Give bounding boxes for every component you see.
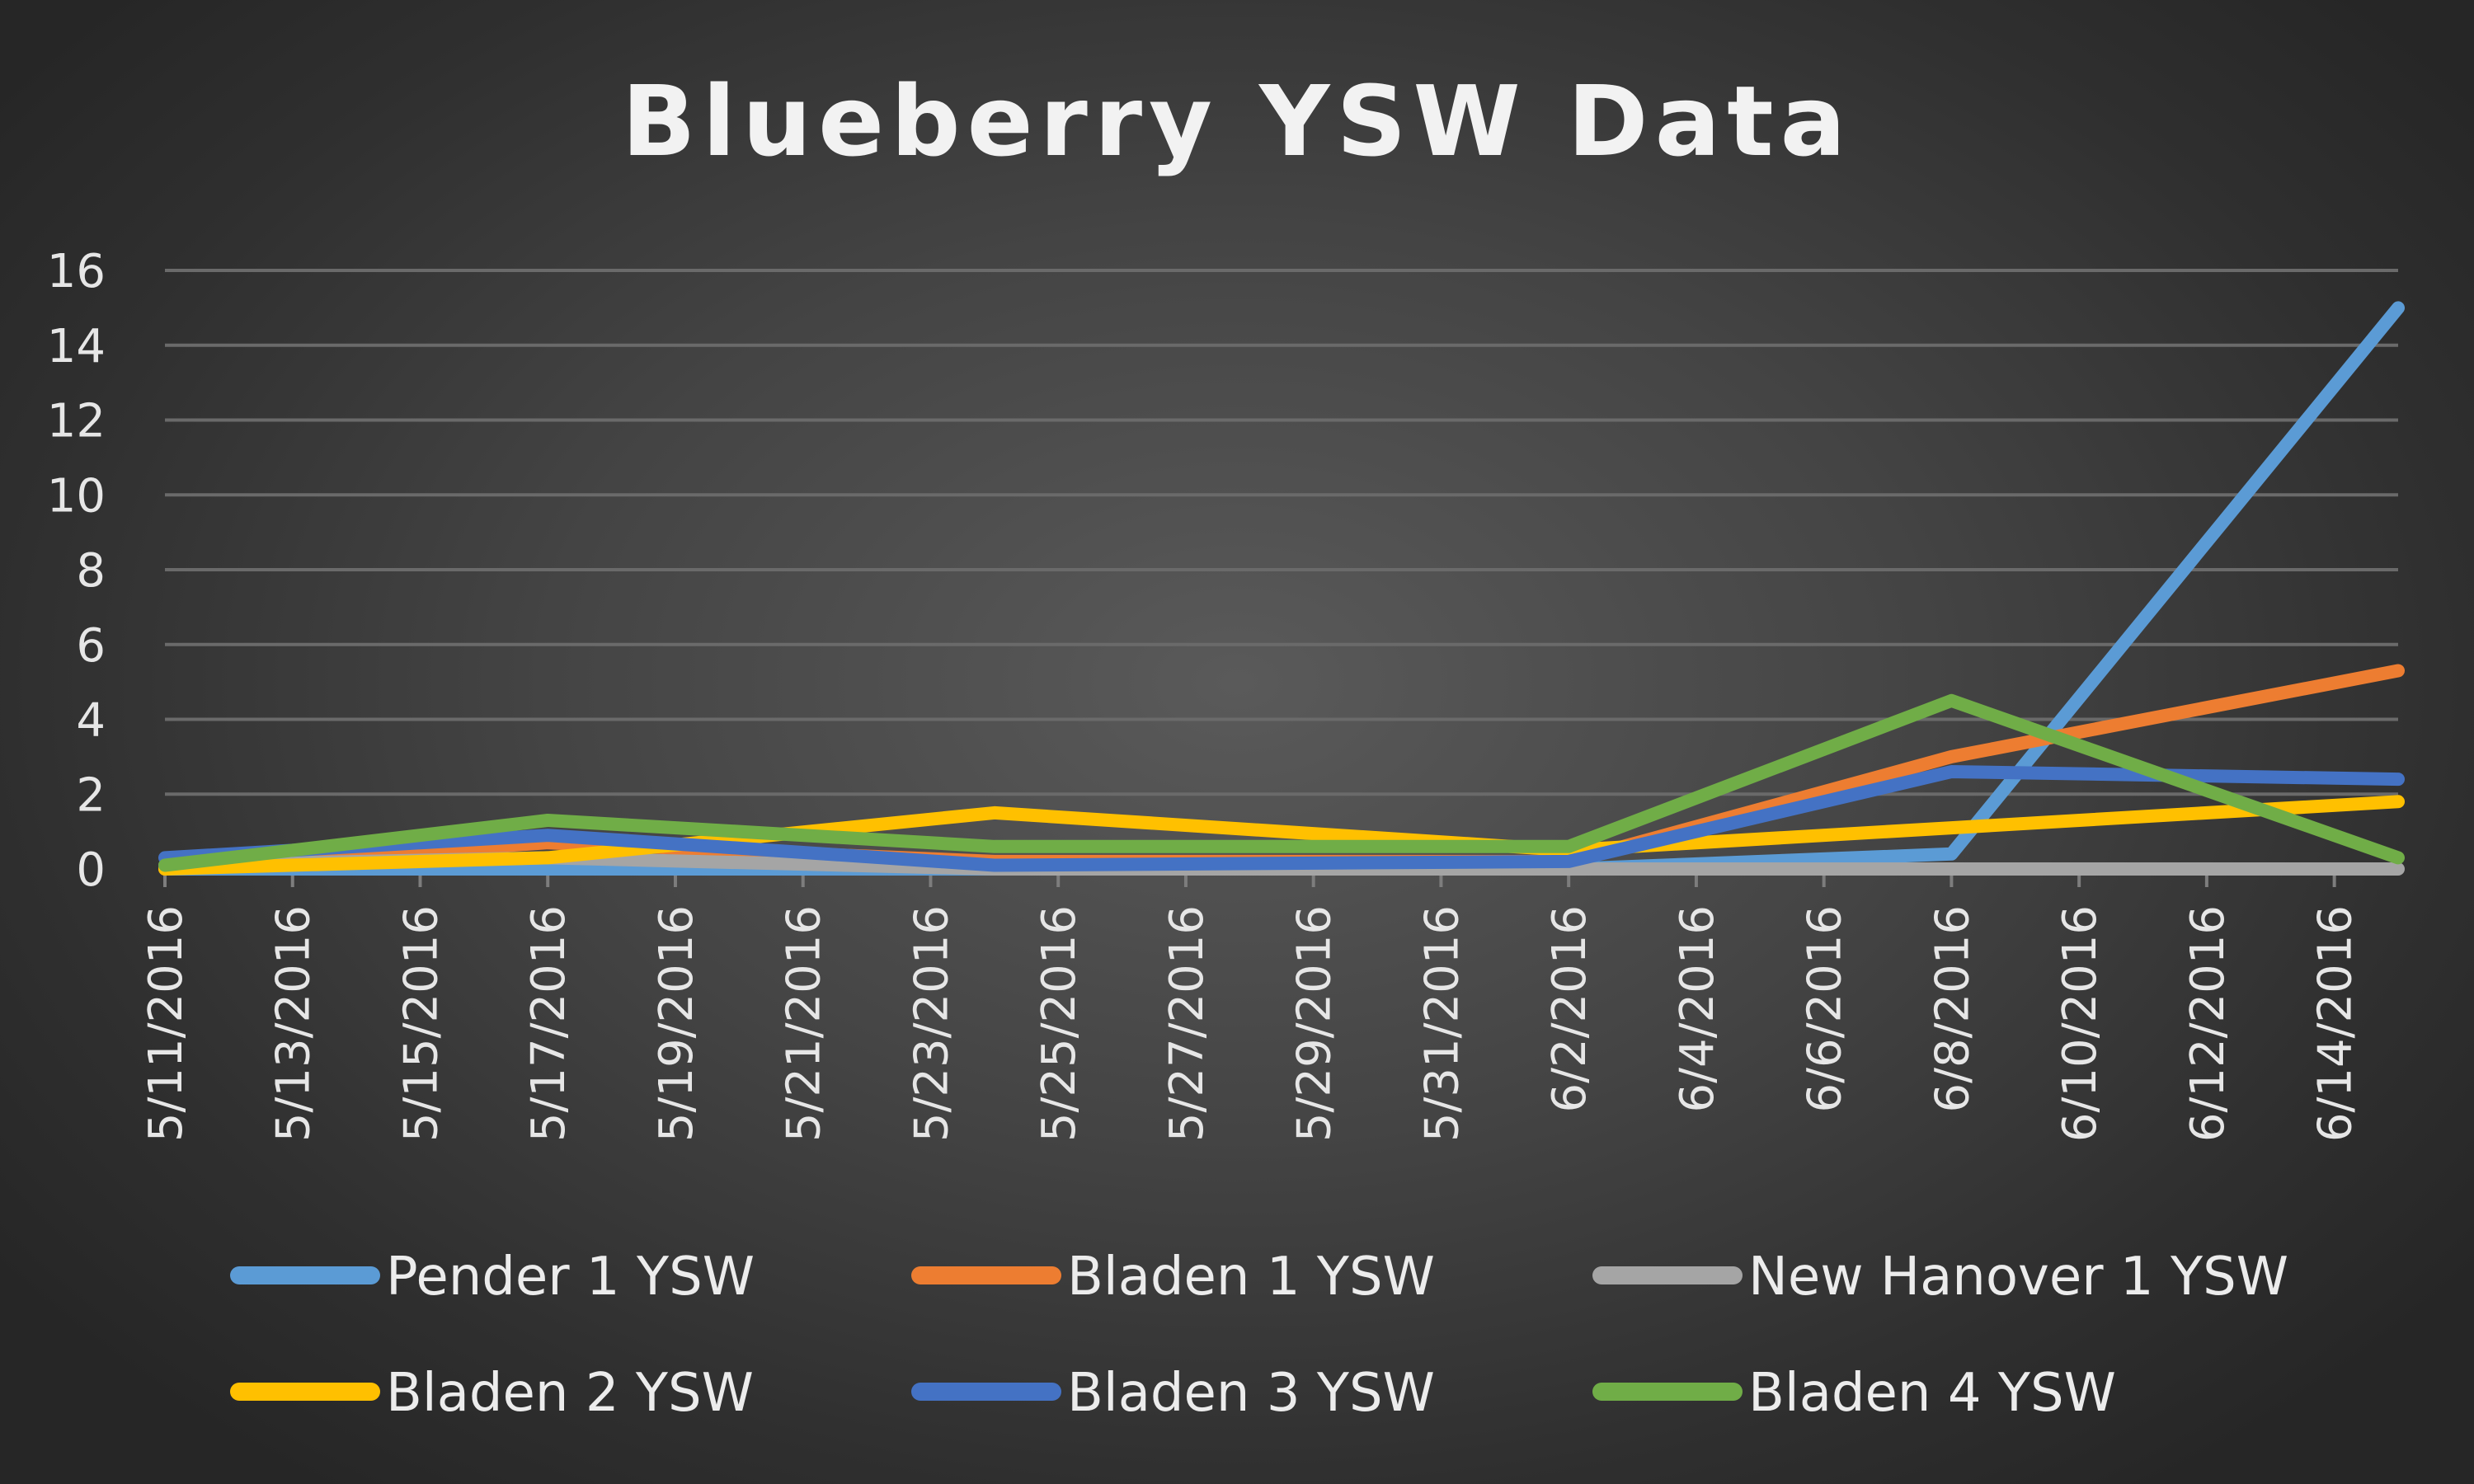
x-tick-label: 6/14/2016	[2309, 905, 2363, 1142]
y-tick-label: 16	[47, 245, 106, 298]
x-tick-label: 5/31/2016	[1415, 905, 1469, 1142]
series-layer	[158, 301, 2405, 876]
x-tick-label: 5/11/2016	[139, 905, 193, 1142]
axis-layer: 0 2 4 6 8 10 12 14 16 5/11/2016 5/13/2016 5/15/2016…	[47, 245, 2398, 1142]
legend-item: Pender 1 YSW	[230, 1247, 755, 1308]
x-tick-label: 5/29/2016	[1288, 905, 1342, 1142]
y-tick-label: 4	[76, 694, 106, 748]
y-tick-label: 8	[76, 544, 106, 598]
legend-label: Bladen 4 YSW	[1748, 1363, 2116, 1424]
legend: Pender 1 YSW Bladen 1 YSW New Hanover 1 YS…	[230, 1247, 2288, 1424]
series-line-bladen-4-ysw	[158, 693, 2405, 872]
legend-item: New Hanover 1 YSW	[1592, 1247, 2288, 1308]
x-tick-label: 5/23/2016	[905, 905, 958, 1142]
series-line-bladen-3-ysw	[158, 765, 2405, 872]
x-tick-label: 5/15/2016	[394, 905, 448, 1142]
x-tick-label: 5/19/2016	[650, 905, 703, 1142]
x-tick-label: 5/13/2016	[267, 905, 321, 1142]
legend-label: Bladen 2 YSW	[386, 1363, 754, 1424]
series-line-pender-1-ysw	[158, 301, 2405, 876]
x-tick-label: 6/8/2016	[1926, 905, 1979, 1113]
grid-layer	[165, 269, 2398, 796]
legend-item: Bladen 4 YSW	[1592, 1363, 2116, 1424]
legend-item: Bladen 2 YSW	[230, 1363, 754, 1424]
y-tick-label: 14	[47, 320, 106, 373]
y-tick-label: 6	[76, 619, 106, 673]
legend-label: Bladen 3 YSW	[1067, 1363, 1435, 1424]
x-tick-label: 6/2/2016	[1543, 905, 1597, 1113]
y-tick-label: 12	[47, 395, 106, 448]
y-tick-label: 10	[47, 469, 106, 523]
x-tick-label: 5/27/2016	[1160, 905, 1214, 1142]
x-tick-label: 5/25/2016	[1032, 905, 1086, 1142]
y-tick-label: 2	[76, 768, 106, 822]
legend-item: Bladen 3 YSW	[911, 1363, 1435, 1424]
x-tick-label: 5/21/2016	[778, 905, 831, 1142]
x-tick-label: 6/10/2016	[2053, 905, 2107, 1142]
x-tick-label: 6/6/2016	[1799, 905, 1852, 1113]
legend-label: Pender 1 YSW	[386, 1247, 755, 1308]
legend-label: New Hanover 1 YSW	[1748, 1247, 2288, 1308]
chart-title: Blueberry YSW Data	[622, 64, 1853, 178]
x-tick-label: 5/17/2016	[522, 905, 576, 1142]
series-line-bladen-2-ysw	[158, 795, 2405, 876]
legend-label: Bladen 1 YSW	[1067, 1247, 1435, 1308]
x-tick-label: 6/4/2016	[1671, 905, 1724, 1113]
x-tick-label: 6/12/2016	[2181, 905, 2235, 1142]
legend-item: Bladen 1 YSW	[911, 1247, 1435, 1308]
y-tick-label: 0	[76, 843, 106, 897]
